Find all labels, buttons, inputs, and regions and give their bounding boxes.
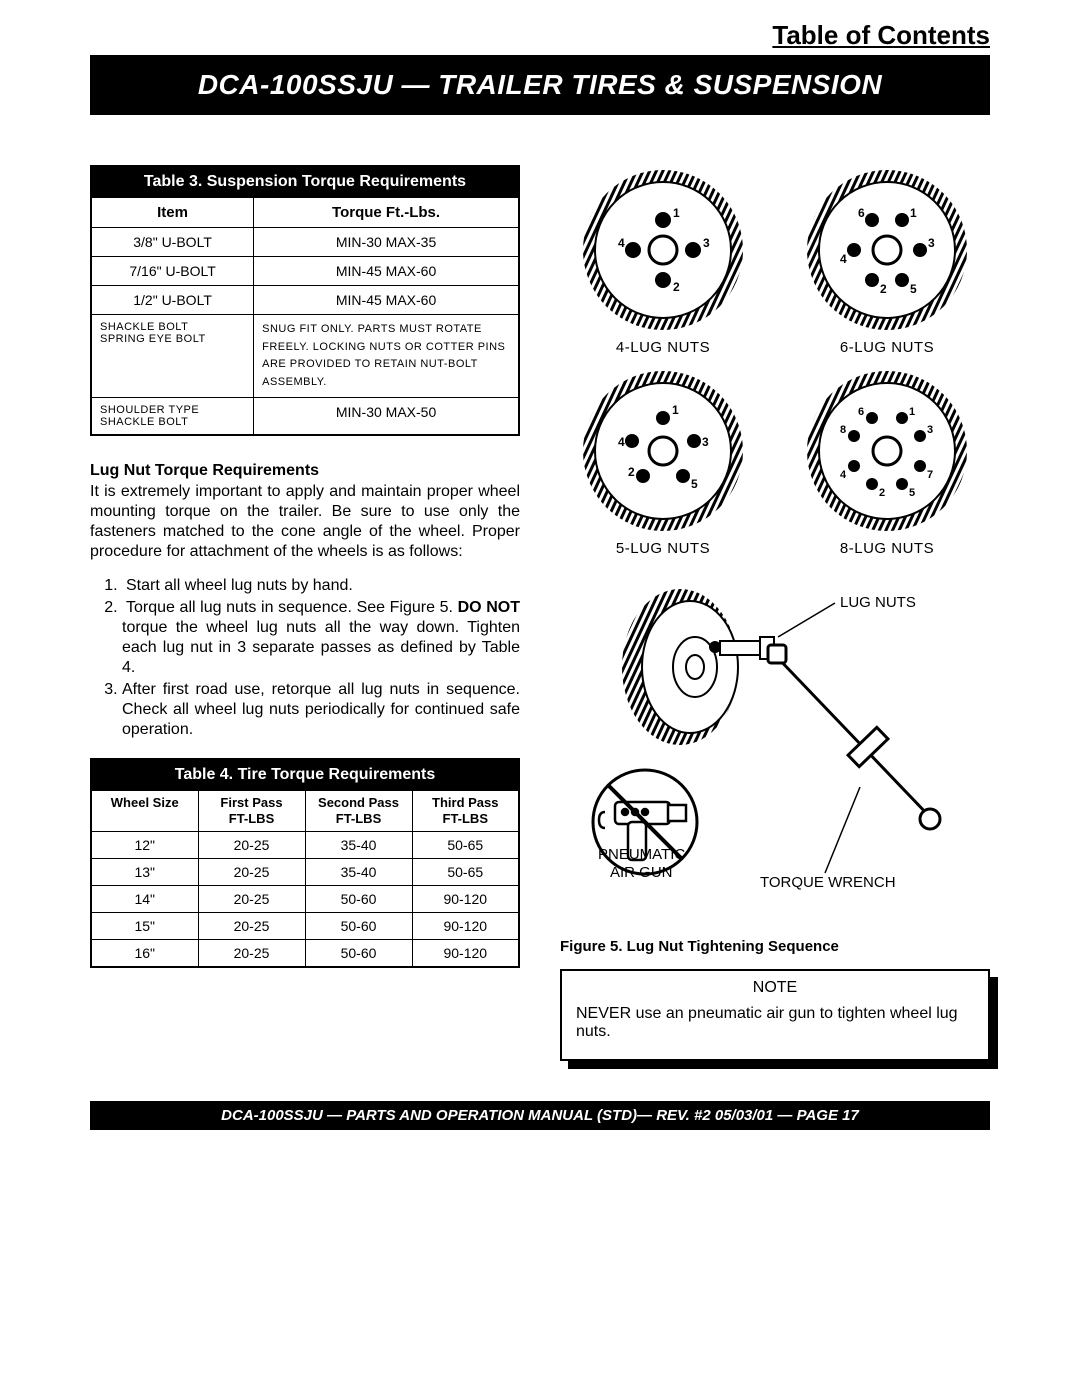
table-tire-torque: Table 4. Tire Torque Requirements Wheel … (90, 758, 520, 967)
footer: DCA-100SSJU — PARTS AND OPERATION MANUAL… (90, 1101, 990, 1130)
svg-text:5: 5 (909, 487, 915, 499)
svg-text:2: 2 (628, 465, 635, 479)
figure5-caption: Figure 5. Lug Nut Tightening Sequence (560, 938, 990, 955)
table3-head-torque: Torque Ft.-Lbs. (254, 198, 519, 228)
note-body: NEVER use an pneumatic air gun to tighte… (576, 1005, 974, 1041)
lug-8-figure: 1 2 3 4 5 6 7 8 8-LUG NUTS (802, 366, 972, 557)
svg-text:2: 2 (880, 282, 887, 296)
svg-text:4: 4 (840, 469, 847, 481)
list-item: After first road use, retorque all lug n… (122, 680, 520, 740)
svg-text:6: 6 (858, 206, 865, 220)
table3-head-item: Item (91, 198, 254, 228)
table-row: 3/8" U-BOLTMIN-30 MAX-35 (91, 228, 519, 257)
page-title: DCA-100SSJU — TRAILER TIRES & SUSPENSION (90, 55, 990, 115)
svg-text:2: 2 (673, 280, 680, 294)
table-row: 16"20-2550-6090-120 (91, 939, 519, 967)
wheel-4-icon: 1 2 3 4 (578, 165, 748, 335)
torque-wrench-label: TORQUE WRENCH (760, 874, 896, 891)
table-row: 14"20-2550-6090-120 (91, 885, 519, 912)
figure-5: LUG NUTS TORQUE WRENCH (560, 567, 990, 955)
svg-text:AIR GUN: AIR GUN (610, 864, 673, 881)
lug-4-label: 4-LUG NUTS (578, 339, 748, 356)
lug-4-figure: 1 2 3 4 4-LUG NUTS (578, 165, 748, 356)
svg-text:3: 3 (702, 435, 709, 449)
svg-text:1: 1 (909, 406, 915, 418)
procedure-list: Start all wheel lug nuts by hand. Torque… (90, 576, 520, 740)
lug-nut-paragraph: It is extremely important to apply and m… (90, 482, 520, 562)
list-item: Torque all lug nuts in sequence. See Fig… (122, 598, 520, 678)
table-row: 13"20-2535-4050-65 (91, 858, 519, 885)
table-row: SHACKLE BOLT SPRING EYE BOLTSNUG FIT ONL… (91, 315, 519, 398)
table-row: SHOULDER TYPE SHACKLE BOLTMIN-30 MAX-50 (91, 398, 519, 436)
table-row: 12"20-2535-4050-65 (91, 831, 519, 858)
svg-text:4: 4 (840, 252, 847, 266)
torque-figure-icon: LUG NUTS TORQUE WRENCH (560, 567, 960, 927)
svg-text:1: 1 (910, 206, 917, 220)
list-item: Start all wheel lug nuts by hand. (122, 576, 520, 596)
table-row: 1/2" U-BOLTMIN-45 MAX-60 (91, 286, 519, 315)
wheel-8-icon: 1 2 3 4 5 6 7 8 (802, 366, 972, 536)
wheel-6-icon: 1 2 3 4 5 6 (802, 165, 972, 335)
lug-8-label: 8-LUG NUTS (802, 540, 972, 557)
svg-text:4: 4 (618, 435, 625, 449)
lug-6-label: 6-LUG NUTS (802, 339, 972, 356)
svg-text:1: 1 (672, 403, 679, 417)
svg-text:8: 8 (840, 424, 846, 436)
lug-5-label: 5-LUG NUTS (578, 540, 748, 557)
lugnuts-label: LUG NUTS (840, 594, 916, 611)
svg-text:3: 3 (703, 236, 710, 250)
svg-text:5: 5 (691, 477, 698, 491)
lug-nut-heading: Lug Nut Torque Requirements (90, 462, 520, 480)
lug-pattern-grid: 1 2 3 4 4-LUG NUTS 1 (560, 165, 990, 557)
wheel-5-icon: 1 2 3 4 5 (578, 366, 748, 536)
svg-text:1: 1 (673, 206, 680, 220)
pneumatic-label: PNEUMATIC (598, 846, 685, 863)
svg-text:4: 4 (618, 236, 625, 250)
lug-6-figure: 1 2 3 4 5 6 6-LUG NUTS (802, 165, 972, 356)
table3-caption: Table 3. Suspension Torque Requirements (91, 166, 519, 198)
lug-5-figure: 1 2 3 4 5 5-LUG NUTS (578, 366, 748, 557)
toc-link[interactable]: Table of Contents (90, 20, 990, 51)
table-suspension-torque: Table 3. Suspension Torque Requirements … (90, 165, 520, 436)
svg-text:7: 7 (927, 469, 933, 481)
svg-text:2: 2 (879, 487, 885, 499)
note-box: NOTE NEVER use an pneumatic air gun to t… (560, 969, 990, 1061)
svg-text:3: 3 (927, 424, 933, 436)
svg-text:3: 3 (928, 236, 935, 250)
svg-text:6: 6 (858, 406, 864, 418)
table-row: 7/16" U-BOLTMIN-45 MAX-60 (91, 257, 519, 286)
table4-caption: Table 4. Tire Torque Requirements (91, 759, 519, 791)
note-title: NOTE (576, 979, 974, 997)
svg-text:5: 5 (910, 282, 917, 296)
table-row: 15"20-2550-6090-120 (91, 912, 519, 939)
